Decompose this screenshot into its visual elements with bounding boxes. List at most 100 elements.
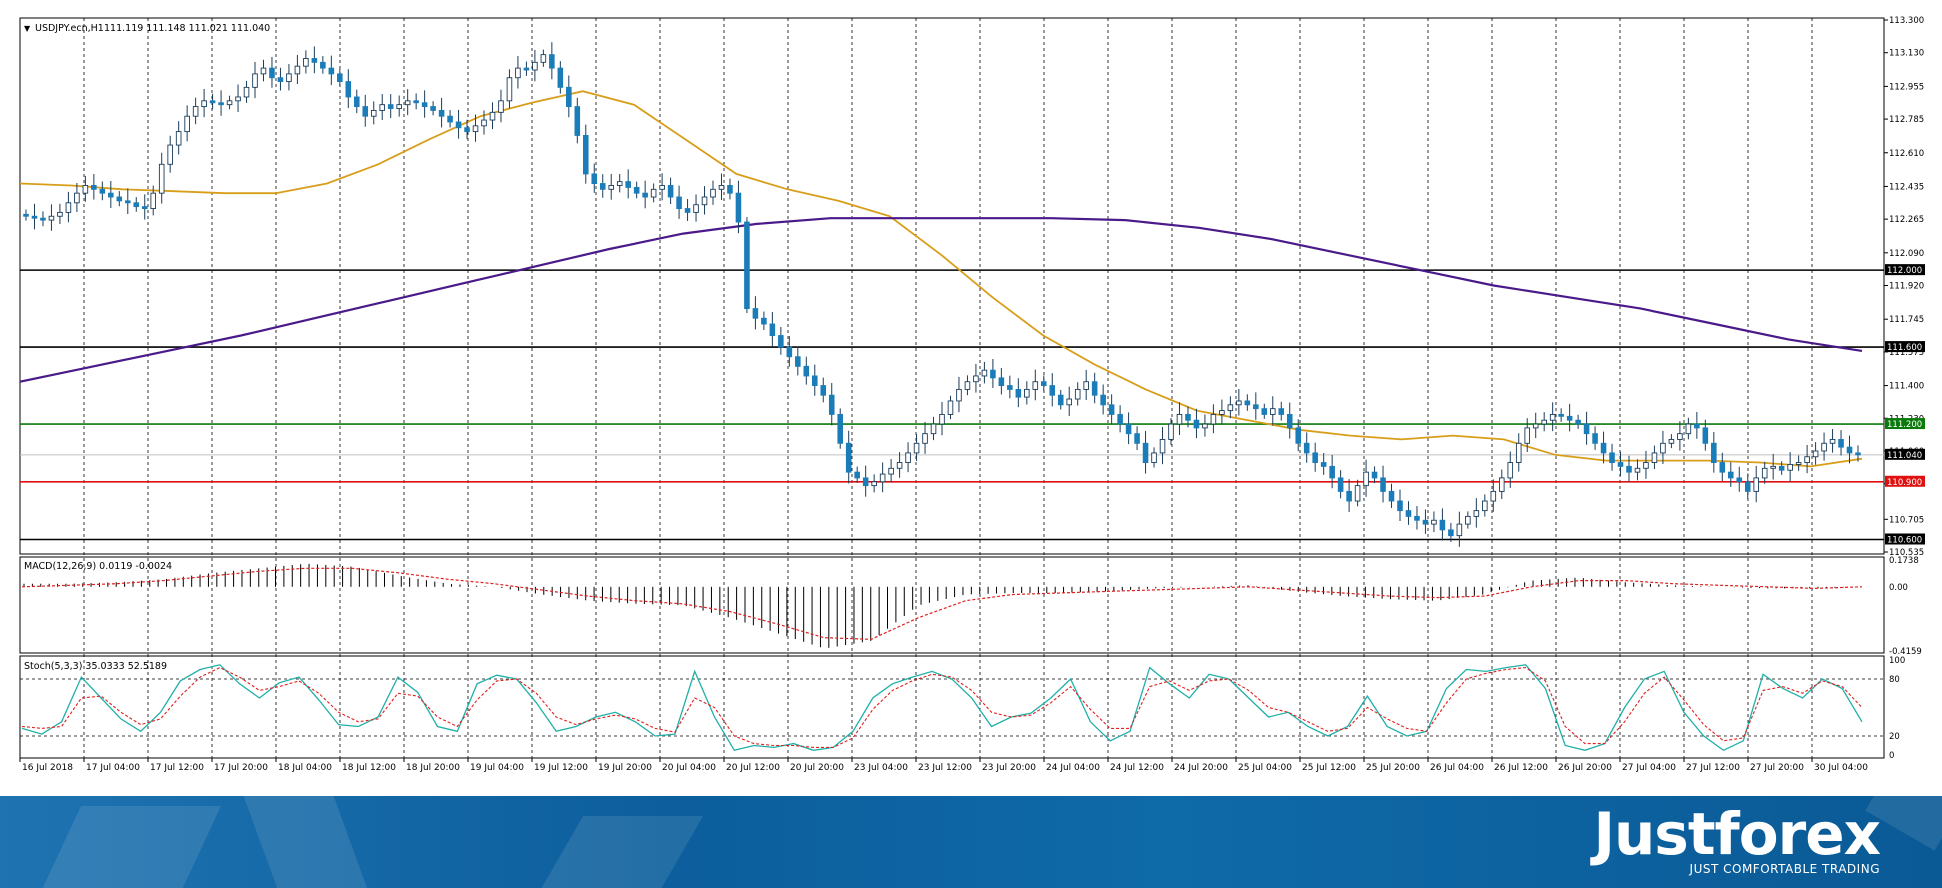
bearish-candle: [269, 67, 275, 79]
bullish-candle: [370, 109, 377, 117]
bullish-candle: [1176, 413, 1183, 425]
bearish-candle: [1108, 404, 1115, 415]
bullish-candle: [1074, 388, 1081, 400]
bearish-candle: [1405, 510, 1412, 517]
dropdown-triangle-icon[interactable]: ▼: [24, 24, 31, 33]
bullish-candle: [1210, 413, 1217, 425]
brand-logo[interactable]: Justforex: [1593, 800, 1881, 868]
bullish-candle: [1541, 419, 1547, 425]
bearish-candle: [1609, 452, 1615, 463]
bullish-candle: [396, 104, 402, 109]
bearish-candle: [362, 106, 369, 117]
bearish-candle: [1778, 465, 1785, 471]
bullish-candle: [913, 442, 920, 454]
bullish-candle: [515, 67, 521, 79]
bearish-candle: [1838, 438, 1844, 448]
bearish-candle: [1626, 465, 1632, 473]
bearish-candle: [998, 377, 1005, 387]
bullish-candle: [1668, 438, 1675, 444]
bullish-candle: [1795, 462, 1802, 465]
bearish-candle: [1855, 452, 1861, 456]
bullish-candle: [1685, 423, 1692, 435]
bullish-candle: [1227, 404, 1234, 412]
bullish-candle: [1431, 519, 1437, 525]
time-tick-label: 26 Jul 12:00: [1494, 763, 1548, 773]
price-tick-label: 111.920: [1889, 282, 1924, 292]
bullish-candle: [1168, 423, 1174, 440]
time-tick-label: 20 Jul 12:00: [726, 763, 780, 773]
bullish-candle: [659, 185, 665, 190]
bullish-candle: [650, 188, 657, 198]
bullish-candle: [201, 100, 207, 108]
bullish-candle: [498, 100, 504, 113]
bullish-candle: [964, 381, 971, 390]
level-labels: 112.000 111.600 111.200 110.900 110.600 111.0…: [1885, 264, 1925, 545]
bearish-candle: [1295, 427, 1302, 444]
time-tick-label: 16 Jul 2018: [22, 763, 73, 773]
bullish-candle: [871, 481, 877, 487]
stoch-signal-line: [21, 666, 1863, 748]
bullish-candle: [956, 388, 962, 402]
bearish-candle: [557, 67, 564, 88]
bullish-candle: [481, 119, 487, 127]
bearish-candle: [1125, 423, 1132, 435]
bearish-candle: [837, 413, 844, 444]
bearish-candle: [1091, 381, 1098, 396]
bearish-candle: [1558, 413, 1564, 417]
bullish-candle: [1024, 388, 1030, 398]
time-tick-label: 25 Jul 12:00: [1302, 763, 1356, 773]
footer-decoration: [39, 806, 221, 888]
bullish-candle: [1498, 477, 1505, 492]
price-level-label: 111.600: [1887, 343, 1922, 353]
bearish-candle: [1142, 442, 1149, 463]
time-tick-label: 27 Jul 12:00: [1686, 763, 1740, 773]
bullish-candle: [879, 473, 886, 483]
macd-panel-frame: [19, 556, 1885, 654]
time-tick-label: 30 Jul 04:00: [1814, 763, 1868, 773]
bearish-candle: [1185, 413, 1191, 421]
price-level-label: 112.000: [1887, 266, 1922, 276]
bullish-candle: [710, 188, 716, 198]
bearish-candle: [549, 54, 555, 69]
bearish-candle: [625, 181, 631, 188]
bullish-candle: [294, 65, 301, 75]
bearish-candle: [1414, 515, 1420, 521]
moving-averages: [19, 90, 1863, 468]
bearish-candle: [464, 127, 470, 133]
bearish-candle: [1846, 446, 1853, 454]
bullish-candle: [260, 67, 267, 75]
time-tick-label: 23 Jul 04:00: [854, 763, 908, 773]
price-tick-label: 110.705: [1889, 515, 1924, 525]
stoch-tick-label: 80: [1889, 675, 1900, 685]
bullish-candle: [1507, 462, 1514, 479]
bullish-candle: [1549, 413, 1556, 421]
bullish-candle: [1151, 452, 1157, 463]
bullish-candle: [701, 196, 708, 206]
bearish-candle: [811, 375, 818, 387]
bearish-candle: [1337, 477, 1344, 492]
price-level-tag: [1885, 264, 1925, 276]
bearish-candle: [1286, 413, 1293, 429]
time-tick-label: 24 Jul 12:00: [1110, 763, 1164, 773]
bearish-candle: [108, 192, 114, 198]
bearish-candle: [803, 365, 810, 377]
bullish-candle: [1354, 485, 1361, 502]
bearish-candle: [430, 106, 436, 111]
bullish-candle: [65, 202, 72, 213]
price-tick-label: 110.535: [1889, 548, 1924, 558]
bearish-candle: [1040, 381, 1047, 387]
current-price-label: 111.040: [1887, 451, 1922, 461]
bullish-candle: [489, 111, 496, 121]
price-level-tag: [1885, 418, 1925, 430]
price-tick-label: 111.400: [1889, 382, 1924, 392]
bearish-candle: [1736, 477, 1743, 483]
bearish-candle: [778, 335, 784, 348]
bearish-candle: [1422, 519, 1429, 525]
time-tick-label: 18 Jul 12:00: [342, 763, 396, 773]
time-tick-label: 24 Jul 04:00: [1046, 763, 1100, 773]
bullish-candle: [1804, 456, 1810, 463]
bearish-candle: [277, 77, 284, 83]
bearish-candle: [421, 102, 428, 108]
bearish-candle: [1583, 423, 1590, 435]
